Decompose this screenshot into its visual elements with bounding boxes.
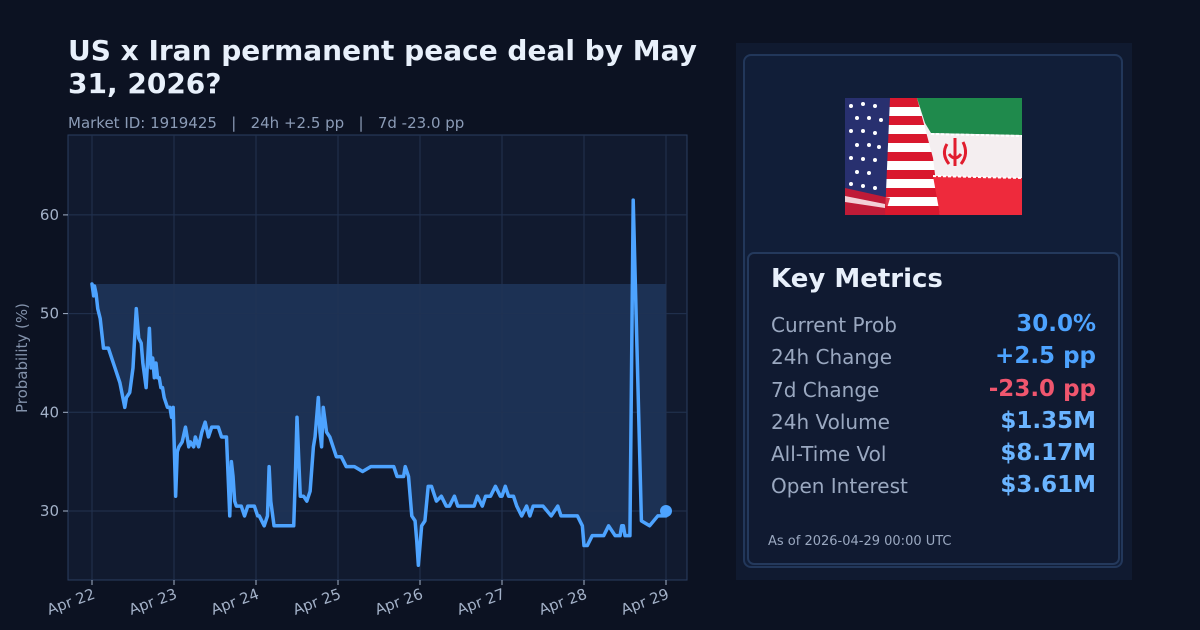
x-tick-label: Apr 26 [372, 585, 425, 619]
metric-label: 7d Change [771, 378, 880, 402]
metric-label: All-Time Vol [771, 442, 887, 466]
current-value-marker [660, 505, 672, 517]
as-of-timestamp: As of 2026-04-29 00:00 UTC [768, 534, 952, 549]
x-axis-ticks: Apr 22 Apr 23 Apr 24 Apr 25 Apr 26 Apr 27 Apr … [44, 580, 671, 619]
metric-row-24h-change: 24h Change +2.5 pp [771, 343, 1096, 377]
us-iran-flags-image [845, 98, 1022, 215]
page-title: US x Iran permanent peace deal by May 31… [68, 34, 697, 100]
metric-label: 24h Change [771, 345, 893, 369]
metric-row-current-prob: Current Prob 30.0% [771, 311, 1096, 345]
x-tick-label: Apr 22 [44, 585, 97, 619]
metric-value: $8.17M [1000, 440, 1096, 466]
metric-row-all-time-vol: All-Time Vol $8.17M [771, 440, 1096, 474]
x-tick-label: Apr 29 [618, 585, 671, 619]
x-tick-label: Apr 23 [126, 585, 179, 619]
metric-value: $3.61M [1000, 472, 1096, 498]
metric-row-7d-change: 7d Change -23.0 pp [771, 376, 1096, 410]
market-subtitle: Market ID: 1919425 | 24h +2.5 pp | 7d -2… [68, 114, 465, 132]
probability-line [90, 198, 668, 568]
metric-row-open-interest: Open Interest $3.61M [771, 472, 1096, 506]
x-tick-label: Apr 25 [290, 585, 343, 619]
metric-row-24h-volume: 24h Volume $1.35M [771, 408, 1096, 442]
key-metrics-title: Key Metrics [771, 264, 943, 294]
x-tick-label: Apr 28 [536, 585, 589, 619]
x-tick-label: Apr 27 [454, 585, 507, 619]
metric-label: Current Prob [771, 313, 897, 337]
metric-value: -23.0 pp [988, 376, 1096, 402]
y-axis-ticks: 30 40 50 60 [40, 206, 68, 520]
probability-chart: Apr 22 Apr 23 Apr 24 Apr 25 Apr 26 Apr 27 Apr … [13, 134, 688, 619]
y-tick-label: 30 [40, 502, 59, 520]
y-axis-title: Probability (%) [13, 303, 31, 413]
key-metrics-card [747, 252, 1120, 565]
metric-value: +2.5 pp [995, 343, 1096, 369]
metric-label: Open Interest [771, 474, 908, 498]
y-tick-label: 60 [40, 206, 59, 224]
x-tick-label: Apr 24 [208, 585, 261, 619]
y-tick-label: 50 [40, 305, 59, 323]
us-flag-icon [845, 98, 940, 215]
iran-flag-icon [917, 98, 1022, 215]
y-tick-label: 40 [40, 403, 59, 421]
metric-value: $1.35M [1000, 408, 1096, 434]
metric-value: 30.0% [1016, 311, 1096, 337]
metric-label: 24h Volume [771, 410, 890, 434]
